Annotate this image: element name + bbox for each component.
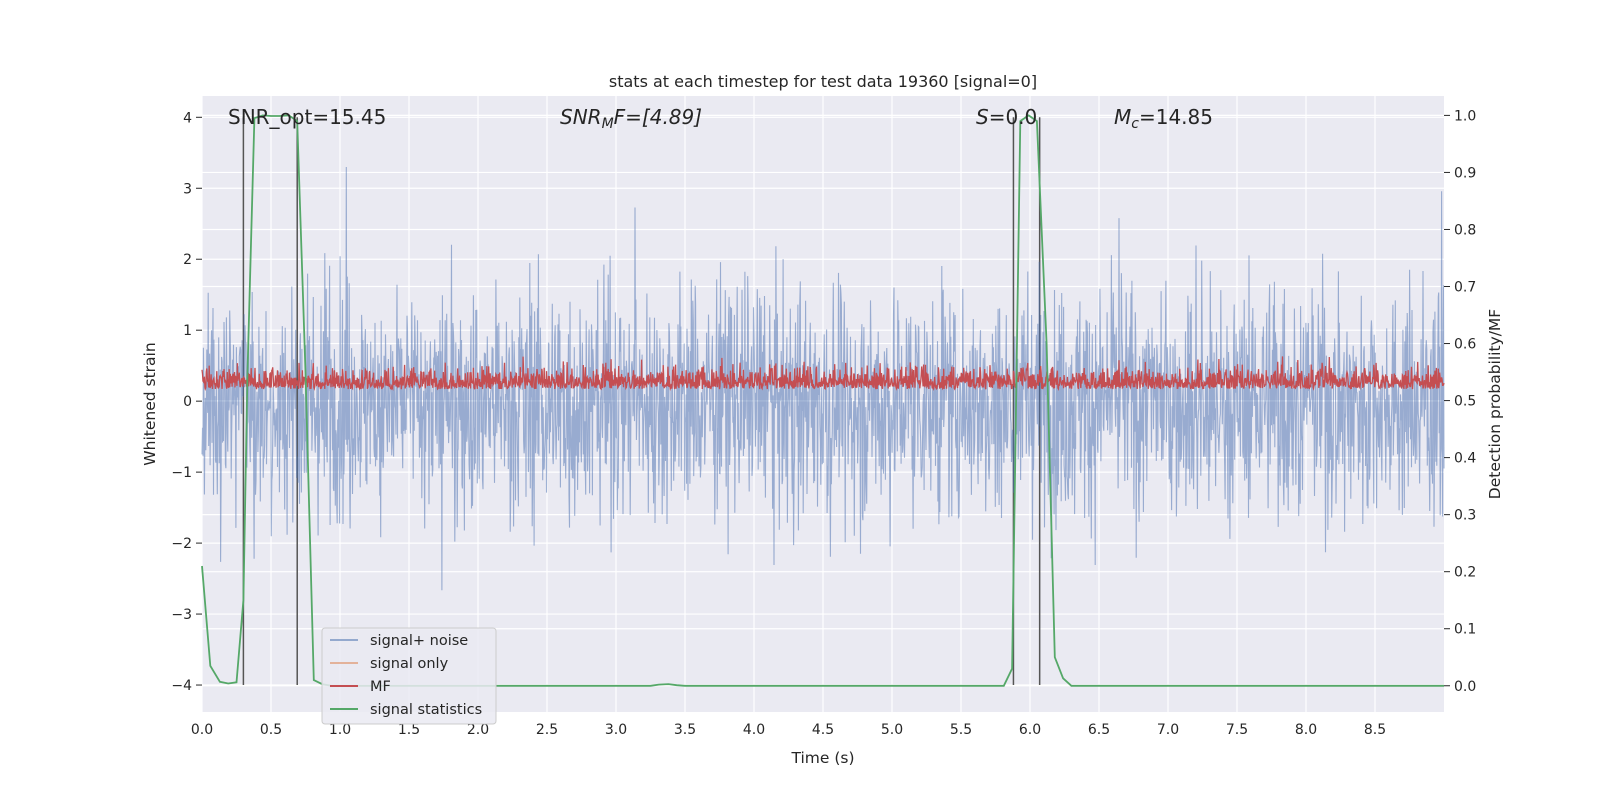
y-tick-label-left: 1	[183, 323, 192, 339]
legend-label-signal-statistics: signal statistics	[370, 702, 482, 718]
x-tick-label: 0.0	[191, 722, 213, 738]
x-tick-label: 0.5	[260, 722, 282, 738]
y-tick-label-left: 2	[183, 252, 192, 268]
annotation-snr-mf: SNRMF=[4.89]	[560, 105, 702, 132]
y-tick-label-right: 0.9	[1454, 165, 1476, 181]
x-tick-label: 6.5	[1088, 722, 1110, 738]
y-tick-label-right: 1.0	[1454, 108, 1476, 124]
y-axis-label-left: Whitened strain	[141, 342, 159, 465]
y-tick-label-right: 0.7	[1454, 280, 1476, 296]
chart-title: stats at each timestep for test data 193…	[609, 72, 1037, 91]
y-ticks-right: 1.0 0.9 0.8 0.7 0.6 0.5 0.4 0.3 0.2 0.1 0.0	[1444, 108, 1476, 695]
x-tick-label: 3.5	[674, 722, 696, 738]
y-tick-label-left: −4	[171, 678, 192, 694]
series-group	[201, 114, 1445, 687]
y-tick-label-right: 0.8	[1454, 222, 1476, 238]
y-tick-label-left: −2	[171, 536, 192, 552]
annotation-mc: Mc=14.85	[1114, 105, 1213, 132]
y-tick-label-left: 0	[183, 394, 192, 410]
x-tick-label: 2.5	[536, 722, 558, 738]
y-tick-label-right: 0.1	[1454, 622, 1476, 638]
x-tick-label: 2.0	[467, 722, 489, 738]
grid	[201, 96, 1444, 712]
annotation-s: S=0.0	[976, 105, 1037, 129]
legend-label-signal-only: signal only	[370, 656, 449, 672]
x-tick-label: 1.0	[329, 722, 351, 738]
x-tick-label: 8.0	[1295, 722, 1317, 738]
x-tick-label: 7.5	[1226, 722, 1248, 738]
x-tick-label: 4.0	[743, 722, 765, 738]
y-axis-label-right: Detection probability/MF	[1486, 309, 1504, 500]
y-tick-label-right: 0.6	[1454, 337, 1476, 353]
y-tick-label-left: −3	[171, 607, 192, 623]
x-tick-label: 6.0	[1019, 722, 1041, 738]
x-ticks: 0.0 0.5 1.0 1.5 2.0 2.5 3.0 3.5 4.0 4.5 5.0 5.5 6.0 6…	[191, 722, 1386, 738]
y-tick-label-right: 0.5	[1454, 394, 1476, 410]
x-tick-label: 3.0	[605, 722, 627, 738]
legend: signal+ noise signal only MF signal stat…	[321, 627, 497, 725]
series-signal-statistics	[201, 114, 1444, 687]
series-signal-noise	[201, 166, 1445, 591]
legend-label-signal-noise: signal+ noise	[370, 633, 468, 649]
x-tick-label: 7.0	[1157, 722, 1179, 738]
y-tick-label-right: 0.0	[1454, 679, 1476, 695]
annotation-snr-opt: SNR_opt=15.45	[228, 105, 386, 129]
y-tick-label-right: 0.2	[1454, 565, 1476, 581]
x-tick-label: 5.0	[881, 722, 903, 738]
x-tick-label: 1.5	[398, 722, 420, 738]
x-tick-label: 8.5	[1364, 722, 1386, 738]
x-tick-label: 5.5	[950, 722, 972, 738]
y-tick-label-right: 0.3	[1454, 508, 1476, 524]
legend-box	[321, 627, 497, 725]
y-ticks-left: 4 3 2 1 0 −1 −2 −3 −4	[171, 110, 202, 694]
y-tick-label-left: 3	[183, 181, 192, 197]
series-mf	[201, 356, 1445, 392]
x-tick-label: 4.5	[812, 722, 834, 738]
y-tick-label-right: 0.4	[1454, 451, 1476, 467]
legend-label-mf: MF	[370, 679, 391, 695]
y-tick-label-left: 4	[183, 110, 192, 126]
y-tick-label-left: −1	[171, 465, 192, 481]
x-axis-label: Time (s)	[790, 749, 854, 767]
